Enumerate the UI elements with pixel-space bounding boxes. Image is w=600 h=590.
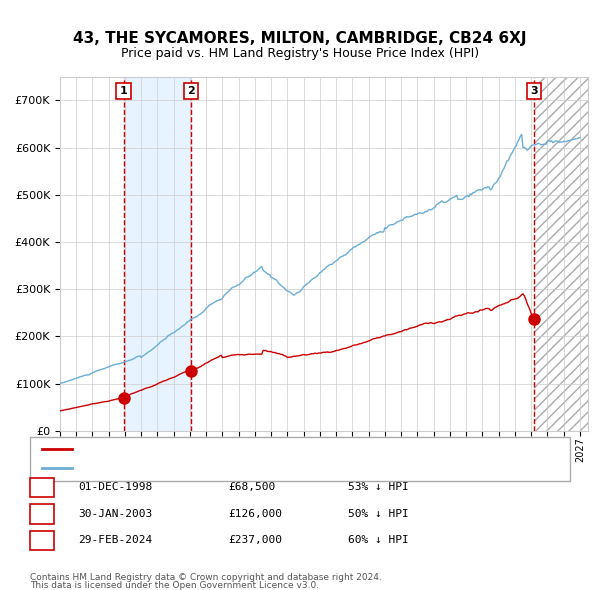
- Text: 3: 3: [38, 536, 46, 545]
- Text: HPI: Average price, detached house, South Cambridgeshire: HPI: Average price, detached house, Sout…: [78, 464, 388, 473]
- Text: 2: 2: [187, 86, 195, 96]
- Text: 29-FEB-2024: 29-FEB-2024: [78, 536, 152, 545]
- Text: 53% ↓ HPI: 53% ↓ HPI: [348, 483, 409, 492]
- Text: Price paid vs. HM Land Registry's House Price Index (HPI): Price paid vs. HM Land Registry's House …: [121, 47, 479, 60]
- Text: 60% ↓ HPI: 60% ↓ HPI: [348, 536, 409, 545]
- Text: £68,500: £68,500: [228, 483, 275, 492]
- Bar: [124, 77, 191, 431]
- Text: Contains HM Land Registry data © Crown copyright and database right 2024.: Contains HM Land Registry data © Crown c…: [30, 572, 382, 582]
- Text: 43, THE SYCAMORES, MILTON, CAMBRIDGE, CB24 6XJ: 43, THE SYCAMORES, MILTON, CAMBRIDGE, CB…: [73, 31, 527, 46]
- Text: 1: 1: [38, 483, 46, 492]
- Text: £126,000: £126,000: [228, 509, 282, 519]
- Text: 43, THE SYCAMORES, MILTON, CAMBRIDGE, CB24 6XJ (detached house): 43, THE SYCAMORES, MILTON, CAMBRIDGE, CB…: [78, 444, 450, 454]
- Text: 3: 3: [530, 86, 538, 96]
- Bar: [534, 77, 588, 431]
- Text: 50% ↓ HPI: 50% ↓ HPI: [348, 509, 409, 519]
- Text: This data is licensed under the Open Government Licence v3.0.: This data is licensed under the Open Gov…: [30, 581, 319, 590]
- Text: 01-DEC-1998: 01-DEC-1998: [78, 483, 152, 492]
- Text: 2: 2: [38, 509, 46, 519]
- Text: £237,000: £237,000: [228, 536, 282, 545]
- Text: 30-JAN-2003: 30-JAN-2003: [78, 509, 152, 519]
- Text: 1: 1: [120, 86, 128, 96]
